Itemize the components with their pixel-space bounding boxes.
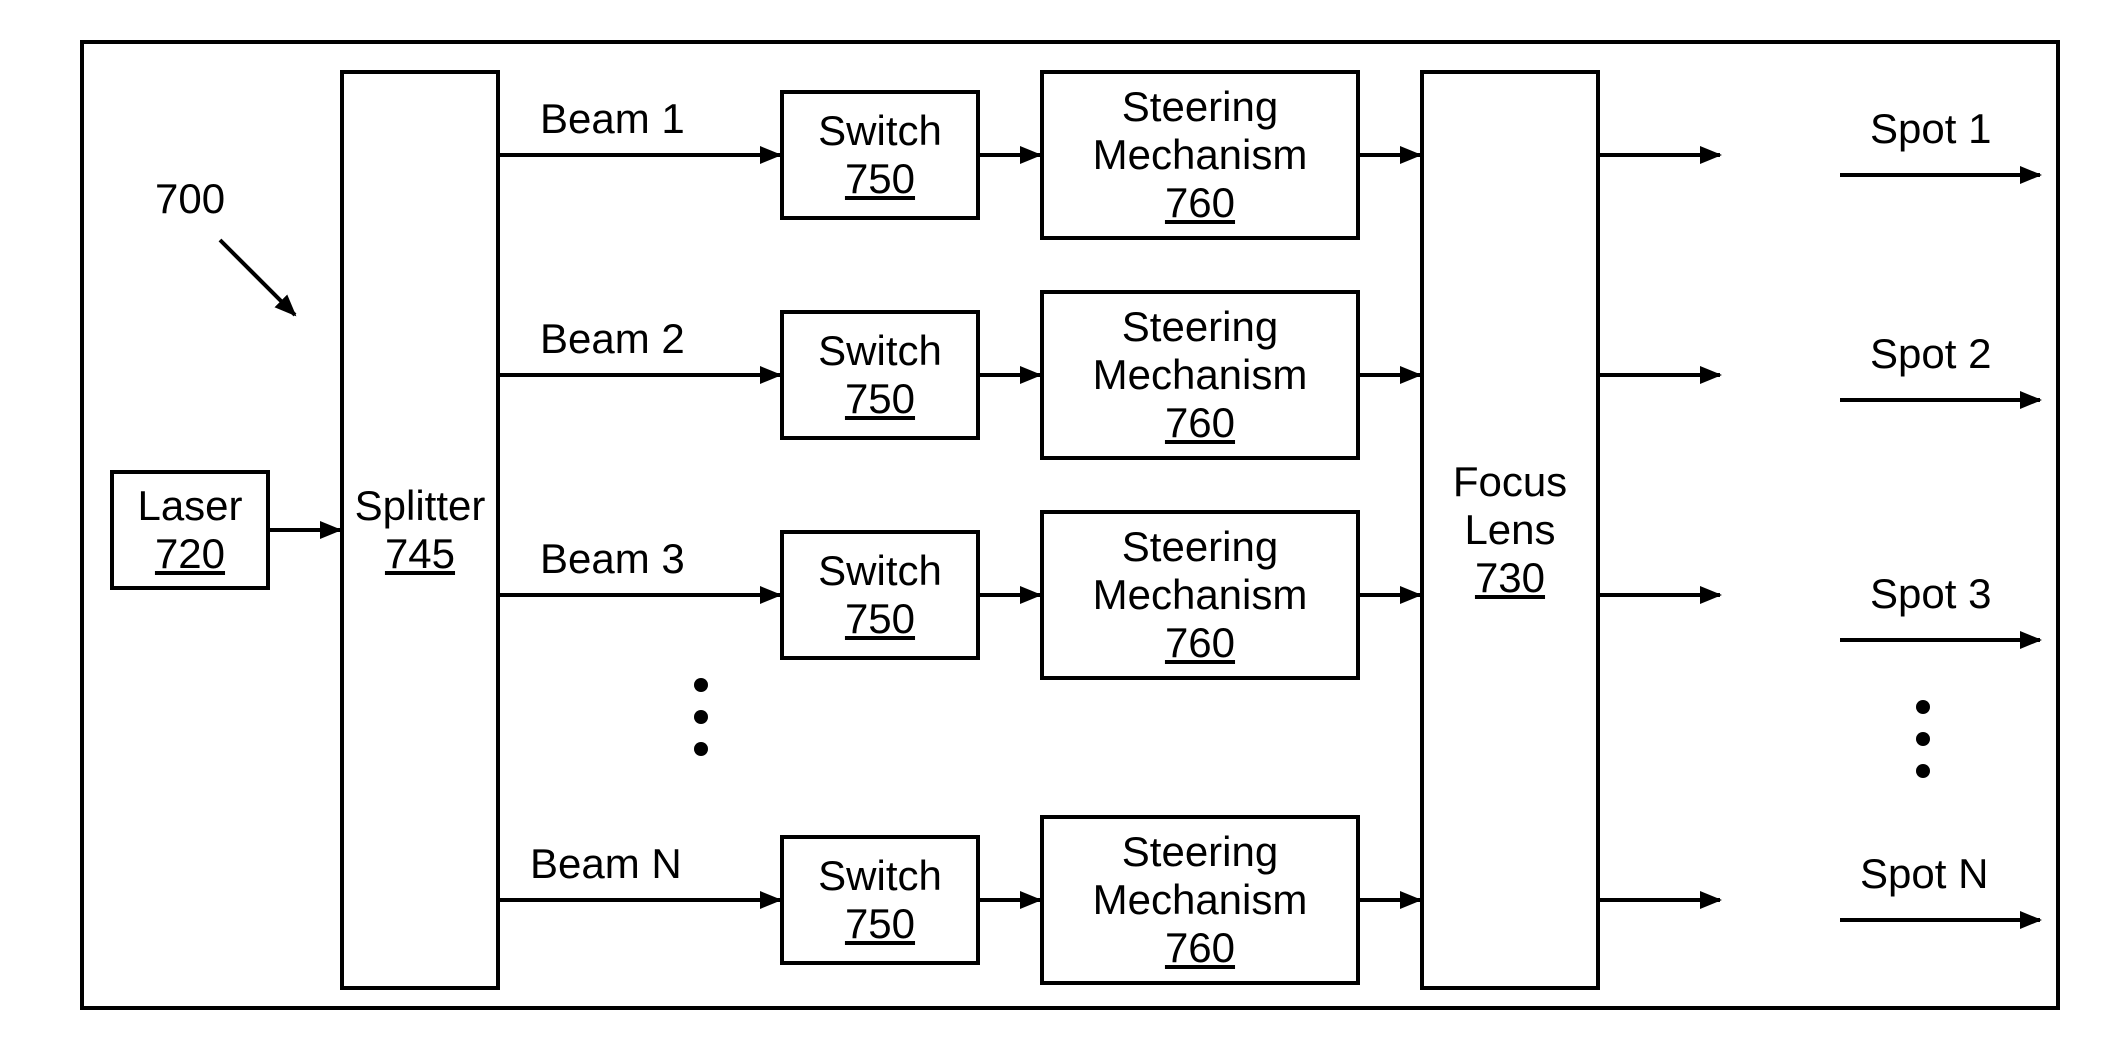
dot-icon bbox=[1916, 700, 1930, 714]
arrows-layer bbox=[0, 0, 2128, 1061]
dot-icon bbox=[694, 710, 708, 724]
dot-icon bbox=[694, 742, 708, 756]
dot-icon bbox=[1916, 764, 1930, 778]
dot-icon bbox=[1916, 732, 1930, 746]
ellipsis-dots-right bbox=[1916, 700, 1930, 778]
diagram-canvas: 700 Laser720 Splitter745 Switch750 Steer… bbox=[0, 0, 2128, 1061]
dot-icon bbox=[694, 678, 708, 692]
ellipsis-dots-left bbox=[694, 678, 708, 756]
